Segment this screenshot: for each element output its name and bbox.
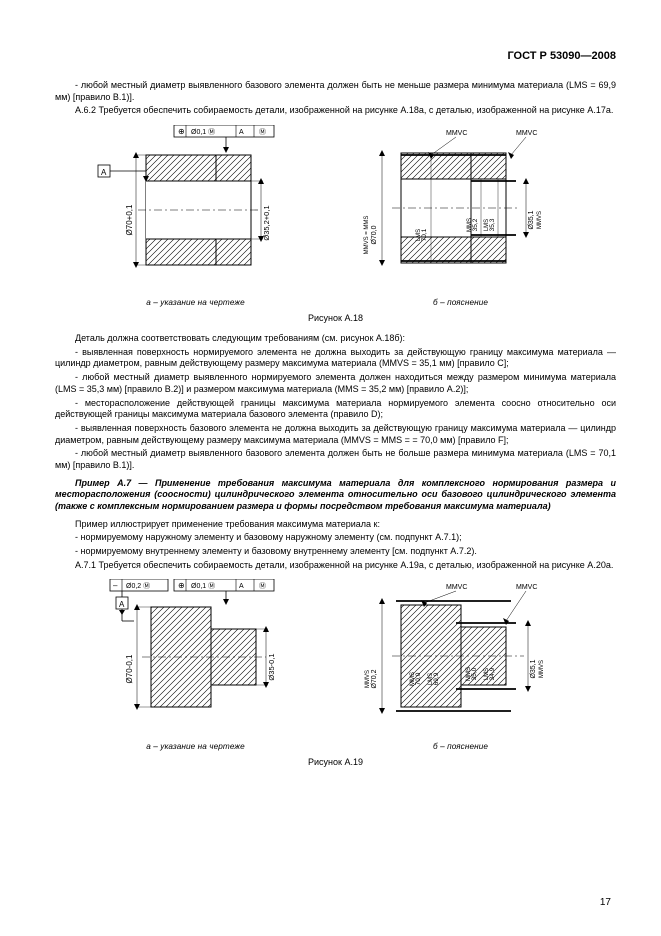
figure-a19-b: MMVC MMVC Ø70,2 MMVS [346,579,576,751]
doc-header: ГОСТ Р 53090—2008 [55,50,616,62]
svg-text:MMVS: MMVS [539,660,545,678]
svg-text:Ø0,1 Ⓜ: Ø0,1 Ⓜ [191,582,215,590]
paragraph: - месторасположение действующей границы … [55,398,616,421]
fig-a19-b-svg: MMVC MMVC Ø70,2 MMVS [346,579,576,739]
svg-text:A: A [101,168,107,177]
svg-text:Ø70+0,1: Ø70+0,1 [125,204,134,235]
svg-text:Ø35,1: Ø35,1 [530,660,537,679]
svg-text:Ø70-0,1: Ø70-0,1 [125,654,134,683]
figure-a18-b: MMVC MMVC [346,125,576,307]
svg-text:Ø70,2: Ø70,2 [371,670,378,689]
paragraph: - любой местный диаметр выявленного базо… [55,80,616,103]
paragraph: - выявленная поверхность нормируемого эл… [55,347,616,370]
svg-text:70,1: 70,1 [421,228,428,241]
svg-text:⊕: ⊕ [178,127,185,136]
svg-text:LMS: LMS [484,219,490,231]
svg-text:Ø35,2+0,1: Ø35,2+0,1 [262,205,271,240]
figure-a19-a: – Ø0,2 Ⓜ A ⊕ Ø0,1 Ⓜ A Ⓜ [96,579,296,751]
figure-a19: – Ø0,2 Ⓜ A ⊕ Ø0,1 Ⓜ A Ⓜ [55,579,616,751]
svg-text:MMVC: MMVC [516,584,537,591]
svg-text:35,0: 35,0 [471,668,478,681]
svg-text:69,9: 69,9 [433,673,440,686]
fig-a19-caption: Рисунок А.19 [55,757,616,767]
svg-text:Ø35-0,1: Ø35-0,1 [267,654,276,681]
paragraph: А.7.1 Требуется обеспечить собираемость … [55,560,616,572]
svg-text:Ⓜ: Ⓜ [259,582,266,590]
paragraph: - любой местный диаметр выявленного норм… [55,372,616,395]
svg-text:MMS: MMS [410,672,416,686]
svg-text:Ø0,2 Ⓜ: Ø0,2 Ⓜ [126,582,150,590]
paragraph: - нормируемому внутреннему элементу и ба… [55,546,616,558]
svg-text:Ø0,1 Ⓜ: Ø0,1 Ⓜ [191,128,215,136]
svg-text:LMS: LMS [416,229,422,241]
svg-text:MMVS = MMS: MMVS = MMS [364,216,370,255]
svg-text:LMS: LMS [484,668,490,680]
paragraph: - любой местный диаметр выявленного базо… [55,448,616,471]
svg-text:35,2: 35,2 [472,218,479,231]
figure-a18: ⊕ Ø0,1 Ⓜ A Ⓜ A [55,125,616,307]
fig-a19-a-label: а – указание на чертеже [96,742,296,751]
svg-text:70,0: 70,0 [415,673,422,686]
svg-text:34,9: 34,9 [489,668,496,681]
svg-text:MMVS: MMVS [365,670,371,688]
svg-text:–: – [113,581,118,590]
fig-a18-caption: Рисунок А.18 [55,313,616,323]
figure-a18-a: ⊕ Ø0,1 Ⓜ A Ⓜ A [96,125,296,307]
svg-text:A: A [239,129,244,136]
svg-text:LMS: LMS [428,673,434,685]
svg-text:MMVC: MMVC [446,130,467,137]
paragraph: Деталь должна соответствовать следующим … [55,333,616,345]
svg-text:Ø35,1: Ø35,1 [528,210,535,229]
svg-text:Ø70,0: Ø70,0 [371,225,378,244]
paragraph: А.6.2 Требуется обеспечить собираемость … [55,105,616,117]
fig-a18-b-svg: MMVC MMVC [346,125,576,295]
svg-text:⊕: ⊕ [178,581,185,590]
svg-text:MMVC: MMVC [446,584,467,591]
svg-text:MMVC: MMVC [516,130,537,137]
fig-a19-b-label: б – пояснение [346,742,576,751]
svg-text:MMS: MMS [466,667,472,681]
svg-text:MMVS: MMVS [537,211,543,229]
svg-text:Ⓜ: Ⓜ [259,128,266,136]
svg-text:MMS: MMS [467,218,473,232]
paragraph: - нормируемому наружному элементу и базо… [55,532,616,544]
example-a7-title: Пример А.7 — Применение требования макси… [55,478,616,513]
paragraph: - выявленная поверхность базового элемен… [55,423,616,446]
fig-a18-b-label: б – пояснение [346,298,576,307]
fig-a19-a-svg: – Ø0,2 Ⓜ A ⊕ Ø0,1 Ⓜ A Ⓜ [96,579,296,739]
fig-a18-a-label: а – указание на чертеже [96,298,296,307]
svg-text:35,3: 35,3 [489,218,496,231]
fig-a18-a-svg: ⊕ Ø0,1 Ⓜ A Ⓜ A [96,125,296,295]
page-number: 17 [600,897,611,908]
svg-text:A: A [239,583,244,590]
svg-text:A: A [119,600,125,609]
paragraph: Пример иллюстрирует применение требовани… [55,519,616,531]
